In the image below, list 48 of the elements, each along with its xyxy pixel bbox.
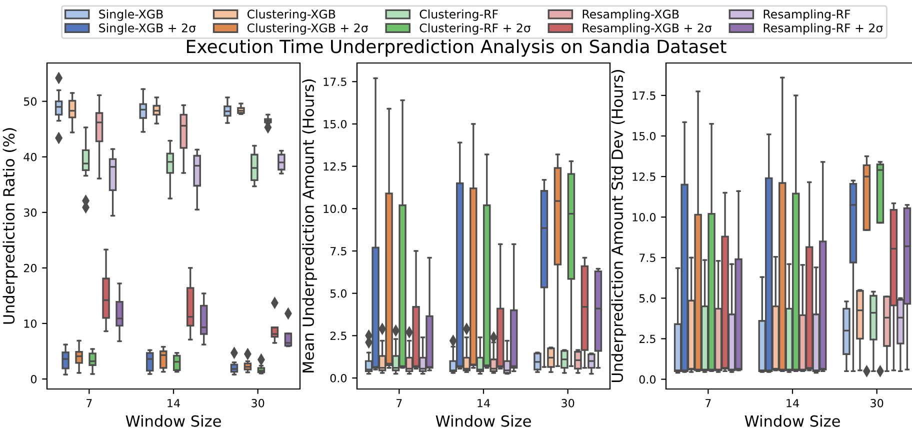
y-tick-label: 0 bbox=[30, 374, 37, 384]
y-tick-label: 0.0 bbox=[639, 375, 656, 384]
x-axis-title: Window Size bbox=[744, 415, 840, 427]
y-tick-label: 7.5 bbox=[640, 254, 656, 262]
x-tick-label: 30 bbox=[252, 398, 264, 408]
y-tick-label: 5.0 bbox=[330, 289, 347, 298]
x-tick-label: 7 bbox=[706, 399, 711, 408]
y-tick-label: 17.5 bbox=[632, 92, 656, 100]
y-tick-label: 2.5 bbox=[330, 332, 346, 340]
y-tick-label: 10 bbox=[24, 319, 37, 328]
y-tick-label: 10.0 bbox=[632, 213, 656, 222]
legend-label: Resampling-XGB bbox=[582, 9, 679, 21]
y-tick-label: 30 bbox=[24, 208, 37, 217]
y-tick-label: 0.0 bbox=[330, 374, 347, 382]
y-tick-label: 5.0 bbox=[639, 294, 656, 303]
x-tick-label: 30 bbox=[870, 398, 884, 408]
y-axis-title: Underprediction Ratio (%) bbox=[2, 128, 18, 324]
legend-label: Clustering-RF + 2σ bbox=[420, 23, 531, 35]
y-tick-label: 2.5 bbox=[639, 334, 656, 344]
legend-label: Resampling-RF bbox=[764, 9, 850, 21]
y-tick-label: 12.5 bbox=[324, 162, 346, 171]
y-tick-label: 15.0 bbox=[632, 132, 656, 140]
legend-label: Clustering-XGB + 2σ bbox=[247, 23, 368, 35]
y-tick-label: 50 bbox=[24, 97, 37, 106]
y-axis-title: Underprediction Amount Std Dev (Hours) bbox=[611, 70, 626, 382]
legend-label: Single-XGB + 2σ bbox=[99, 23, 196, 35]
legend-label: Single-XGB bbox=[99, 9, 163, 21]
y-tick-label: 15.0 bbox=[324, 120, 347, 128]
legend-label: Clustering-XGB bbox=[247, 9, 336, 21]
y-tick-label: 10.0 bbox=[324, 204, 347, 214]
x-tick-label: 30 bbox=[562, 398, 574, 408]
x-tick-label: 14 bbox=[478, 399, 490, 408]
legend-label: Resampling-RF + 2σ bbox=[764, 23, 883, 35]
x-tick-label: 7 bbox=[86, 399, 92, 408]
legend-label: Resampling-XGB + 2σ bbox=[582, 23, 712, 35]
legend-label: Clustering-RF bbox=[420, 9, 498, 21]
x-tick-label: 7 bbox=[396, 399, 402, 408]
x-axis-title: Window Size bbox=[126, 415, 221, 427]
x-tick-label: 14 bbox=[168, 399, 180, 408]
y-tick-label: 7.5 bbox=[330, 247, 346, 256]
y-tick-label: 20 bbox=[24, 264, 37, 272]
y-tick-label: 40 bbox=[24, 152, 37, 162]
x-tick-label: 14 bbox=[786, 399, 799, 408]
x-axis-title: Window Size bbox=[436, 415, 531, 427]
y-tick-label: 17.5 bbox=[324, 78, 346, 86]
y-axis-title: Mean Underprediction Amount (Hours) bbox=[302, 79, 317, 372]
text: Execution Time Underprediction Analysis on Sandia Dataset bbox=[187, 39, 726, 57]
y-tick-label: 12.5 bbox=[632, 172, 656, 181]
